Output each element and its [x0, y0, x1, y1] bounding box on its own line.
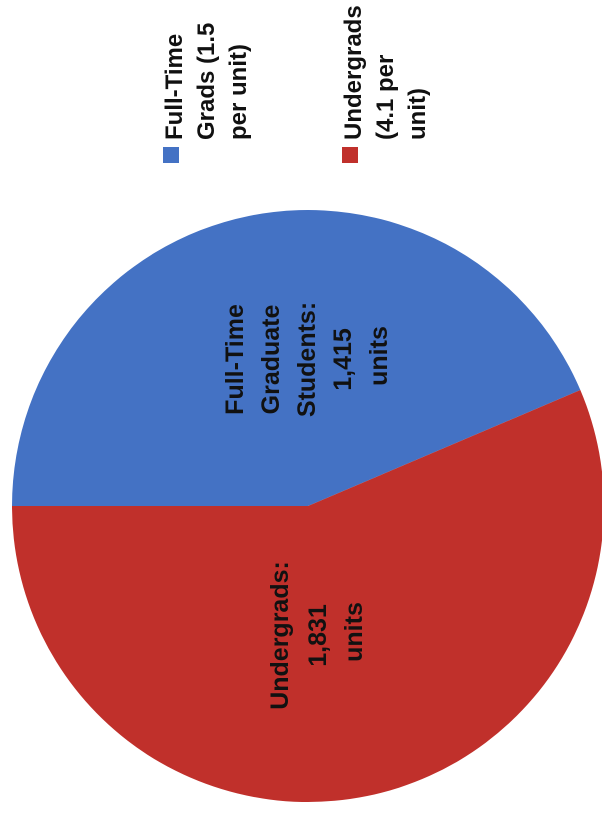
- slice-label-grad-value: 1,415: [329, 328, 357, 391]
- legend-swatch-grad: [163, 147, 179, 163]
- slice-label-grad-students: Full-Time Graduate Students: 1,415 units: [221, 295, 393, 417]
- legend-undergrads-line-2: (4.1 per: [372, 55, 399, 140]
- legend-grad-line-1: Full-Time: [161, 34, 188, 140]
- slice-label-undergrads-line-1: Undergrads:: [266, 561, 294, 710]
- slice-label-grad-unit: units: [365, 326, 393, 386]
- slice-label-undergrads-unit: units: [340, 602, 368, 662]
- slice-label-grad-line-3: Students:: [293, 302, 321, 417]
- svg-text:Undergrads: 1,831: Undergrads: 1,831 units: [266, 554, 368, 710]
- svg-text:Full-Time Graduate: Full-Time Graduate Students: 1,415 units: [221, 295, 393, 417]
- pie-slice-grad-students: [12, 210, 581, 507]
- legend-grad-line-2: Grads (1.5: [193, 23, 220, 140]
- legend-grad-line-3: per unit): [225, 44, 252, 140]
- pie-slice-undergrads: [12, 390, 602, 802]
- slice-label-grad-line-2: Graduate: [257, 305, 285, 415]
- legend: Full-Time Grads (1.5 per unit) Undergrad…: [161, 0, 431, 163]
- legend-swatch-undergrads: [342, 147, 358, 163]
- svg-text:Undergrads (4.1 per: Undergrads (4.1 per unit): [340, 0, 431, 140]
- slice-label-undergrads: Undergrads: 1,831 units: [266, 554, 368, 710]
- legend-undergrads-line-1: Undergrads: [340, 5, 367, 140]
- svg-text:Full-Time Grads (1.5: Full-Time Grads (1.5 per unit): [161, 16, 252, 140]
- legend-undergrads-line-3: unit): [404, 88, 431, 140]
- pie-slices: [12, 210, 602, 802]
- slice-label-undergrads-value: 1,831: [304, 604, 332, 667]
- slice-label-grad-line-1: Full-Time: [221, 304, 249, 415]
